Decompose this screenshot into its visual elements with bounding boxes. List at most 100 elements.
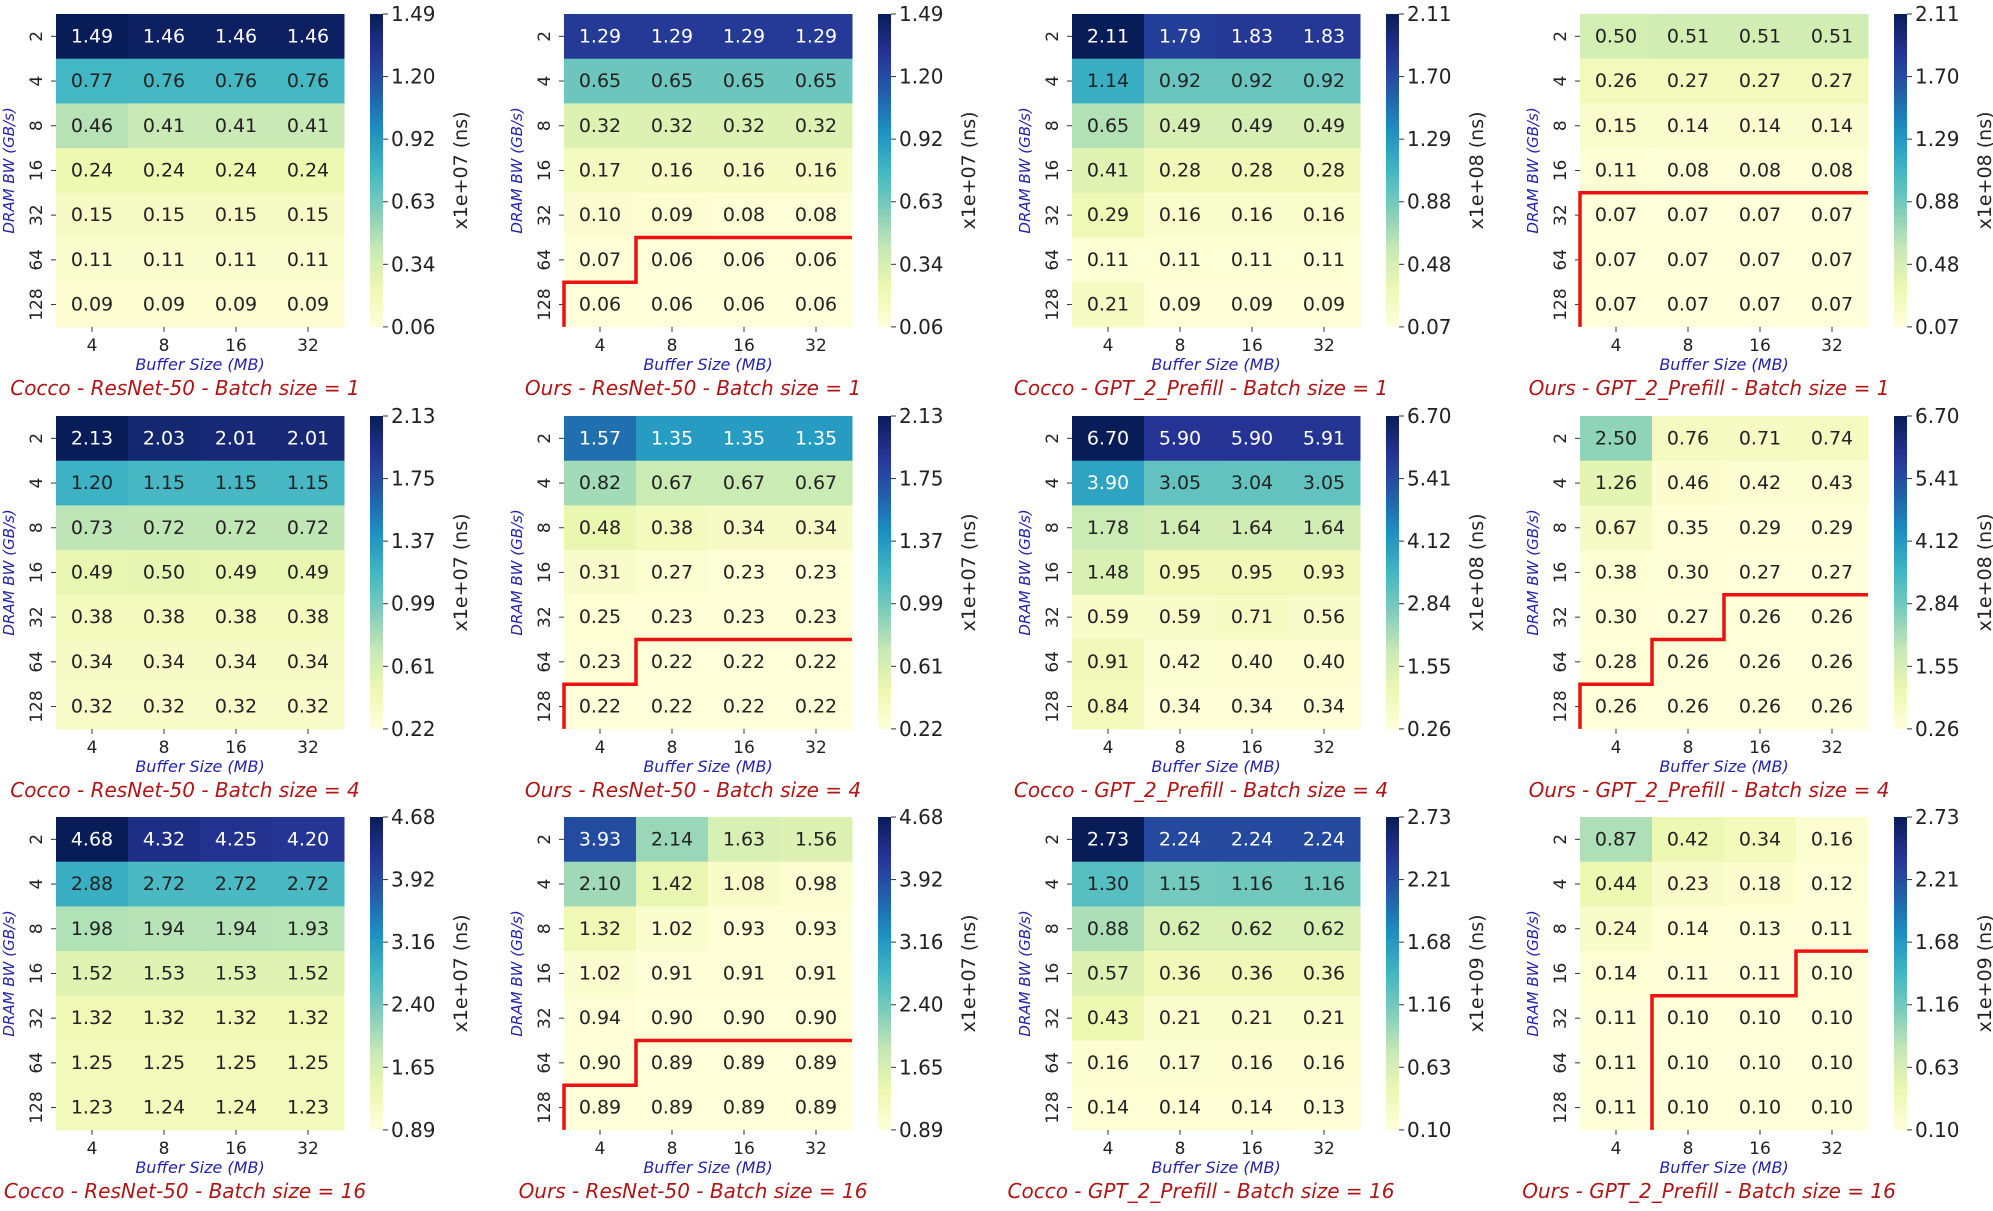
panel-9-y-axis-label: DRAM BW (GB/s) [0,910,18,1036]
panel-4-cell-label: 0.27 [1667,70,1709,92]
panel-1-cell [272,58,345,104]
panel-7-cell-label: 0.95 [1159,561,1201,583]
panel-3-colorbar-tick-label: 1.29 [1407,127,1452,151]
panel-10-cell [564,951,637,997]
panel-5-cell [272,550,345,596]
panel-7-cell [1216,550,1289,596]
panel-11-cell-label: 0.16 [1303,1052,1345,1074]
panel-2-cell [564,192,637,238]
panel-4-y-tick-label: 4 [1551,76,1571,87]
panel-5-colorbar-tick-label: 0.61 [391,654,436,678]
panel-11-cell-label: 0.21 [1159,1007,1201,1029]
panel-6-colorbar [878,416,891,729]
panel-9-cell-label: 1.32 [215,1007,257,1029]
panel-10-x-tick-label: 16 [733,1139,755,1159]
panel-4-cell [1580,14,1653,60]
panel-10-cell [708,861,781,907]
panel-6-cell [780,505,853,551]
panel-1-cell-label: 0.41 [287,115,329,137]
panel-7-cell-label: 0.59 [1087,606,1129,628]
panel-5-cell-label: 0.49 [71,561,113,583]
panel-12-y-tick-label: 128 [1551,1091,1571,1123]
panel-9-y-tick-label: 128 [27,1091,47,1123]
panel-9-cell-label: 1.32 [143,1007,185,1029]
panel-8-y-tick-label: 8 [1551,522,1571,533]
panel-8-cell [1724,416,1797,462]
panel-2-cell-label: 1.29 [651,25,693,47]
panel-2-colorbar [878,14,891,327]
panel-9-cell [272,861,345,907]
panel-10-cell-label: 0.89 [579,1097,621,1119]
panel-9-y-tick-label: 64 [27,1052,47,1074]
panel-8-cell-label: 0.29 [1739,517,1781,539]
panel-9-cell [128,1085,201,1131]
panel-9-cell-label: 1.52 [71,962,113,984]
panel-10-colorbar-tick-label: 0.89 [899,1118,944,1142]
panel-10-cell-label: 1.02 [651,918,693,940]
panel-9-x-tick-label: 16 [225,1139,247,1159]
panel-12-cell-label: 0.44 [1595,873,1637,895]
panel-8-cell [1652,416,1725,462]
panel-12-cell-label: 0.10 [1811,1052,1853,1074]
panel-10-cell-label: 0.90 [579,1052,621,1074]
panel-3-cell-label: 2.11 [1087,25,1129,47]
panel-7-cell-label: 0.91 [1087,651,1129,673]
panel-1-x-tick-label: 16 [225,336,247,356]
panel-10-cell-label: 0.89 [723,1097,765,1119]
panel-5-y-axis-label: DRAM BW (GB/s) [0,509,18,635]
panel-3-cell [1144,192,1217,238]
panel-7-cell [1144,684,1217,730]
panel-9-cell-label: 4.32 [143,828,185,850]
panel-12-cell-label: 0.34 [1739,828,1781,850]
panel-7-colorbar-label: x1e+08 (ns) [1466,513,1488,631]
panel-9-cell-label: 1.24 [143,1097,185,1119]
panel-4-cell-label: 0.51 [1811,25,1853,47]
panel-2-cell-label: 0.16 [723,159,765,181]
panel-4-cell-label: 0.27 [1739,70,1781,92]
panel-12-x-tick-label: 4 [1611,1139,1622,1159]
panel-1-cell-label: 0.11 [71,249,113,271]
panel-7-cell [1144,416,1217,462]
panel-6-cell [564,460,637,506]
panel-9-cell [128,951,201,997]
panel-10-cell [564,1040,637,1086]
panel-7-cell [1072,460,1145,506]
panel-4-cell-label: 0.07 [1739,249,1781,271]
panel-7-cell-label: 6.70 [1087,427,1129,449]
panel-1-cell [56,14,129,60]
panel-3-cell [1288,192,1361,238]
panel-11-y-axis-label: DRAM BW (GB/s) [1016,910,1034,1036]
panel-5-cell-label: 1.15 [287,472,329,494]
panel-3-colorbar-tick-label: 1.70 [1407,65,1452,89]
panel-9-cell-label: 2.72 [287,873,329,895]
panel-12-cell-label: 0.24 [1595,918,1637,940]
panel-6-cell [564,505,637,551]
panel-11-cell [1288,951,1361,997]
panel-5-x-tick-label: 8 [159,738,170,758]
panel-5-cell [56,594,129,640]
panel-6-cell [708,684,781,730]
panel-12-cell-label: 0.11 [1595,1097,1637,1119]
panel-7-cell-label: 1.48 [1087,561,1129,583]
panel-7-colorbar [1386,416,1399,729]
panel-8-x-tick-label: 16 [1749,738,1771,758]
panel-6-cell-label: 0.23 [795,561,837,583]
panel-3-cell [1072,58,1145,104]
panel-9-cell [128,817,201,863]
panel-7-cell-label: 0.93 [1303,561,1345,583]
panel-8-cell-label: 0.26 [1739,651,1781,673]
panel-5-cell-label: 0.38 [215,606,257,628]
panel-12-cell-label: 0.10 [1739,1007,1781,1029]
panel-6-cell [636,684,709,730]
panel-8-cell [1796,684,1869,730]
panel-2-cell [780,148,853,194]
panel-12-y-axis-label: DRAM BW (GB/s) [1524,910,1542,1036]
panel-10-cell-label: 0.94 [579,1007,621,1029]
panel-11-cell-label: 0.62 [1303,918,1345,940]
panel-3-cell [1288,237,1361,283]
panel-1-cell-label: 0.15 [71,204,113,226]
panel-8-colorbar-tick-label: 0.26 [1915,717,1960,741]
panel-6-colorbar-tick-label: 1.75 [899,467,944,491]
panel-10-cell [564,817,637,863]
panel-6-y-tick-label: 128 [535,690,555,722]
